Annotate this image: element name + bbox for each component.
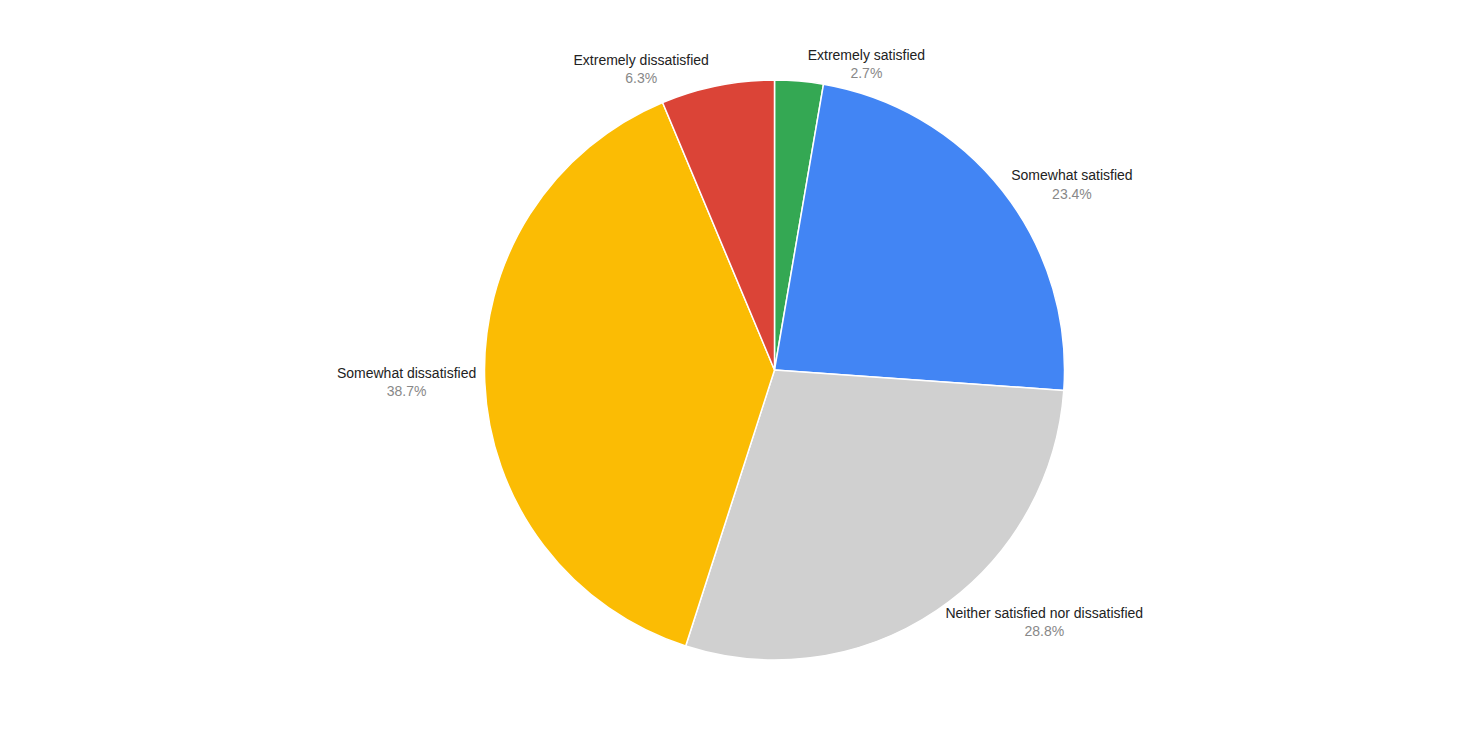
svg-text:Extremely satisfied2.7%: Extremely satisfied2.7%: [808, 47, 925, 81]
svg-text:Extremely dissatisfied6.3%: Extremely dissatisfied6.3%: [573, 52, 708, 86]
svg-text:Somewhat satisfied23.4%: Somewhat satisfied23.4%: [1011, 167, 1132, 201]
svg-text:Somewhat dissatisfied38.7%: Somewhat dissatisfied38.7%: [337, 365, 476, 399]
svg-text:Neither satisfied nor dissatis: Neither satisfied nor dissatisfied28.8%: [945, 605, 1143, 639]
